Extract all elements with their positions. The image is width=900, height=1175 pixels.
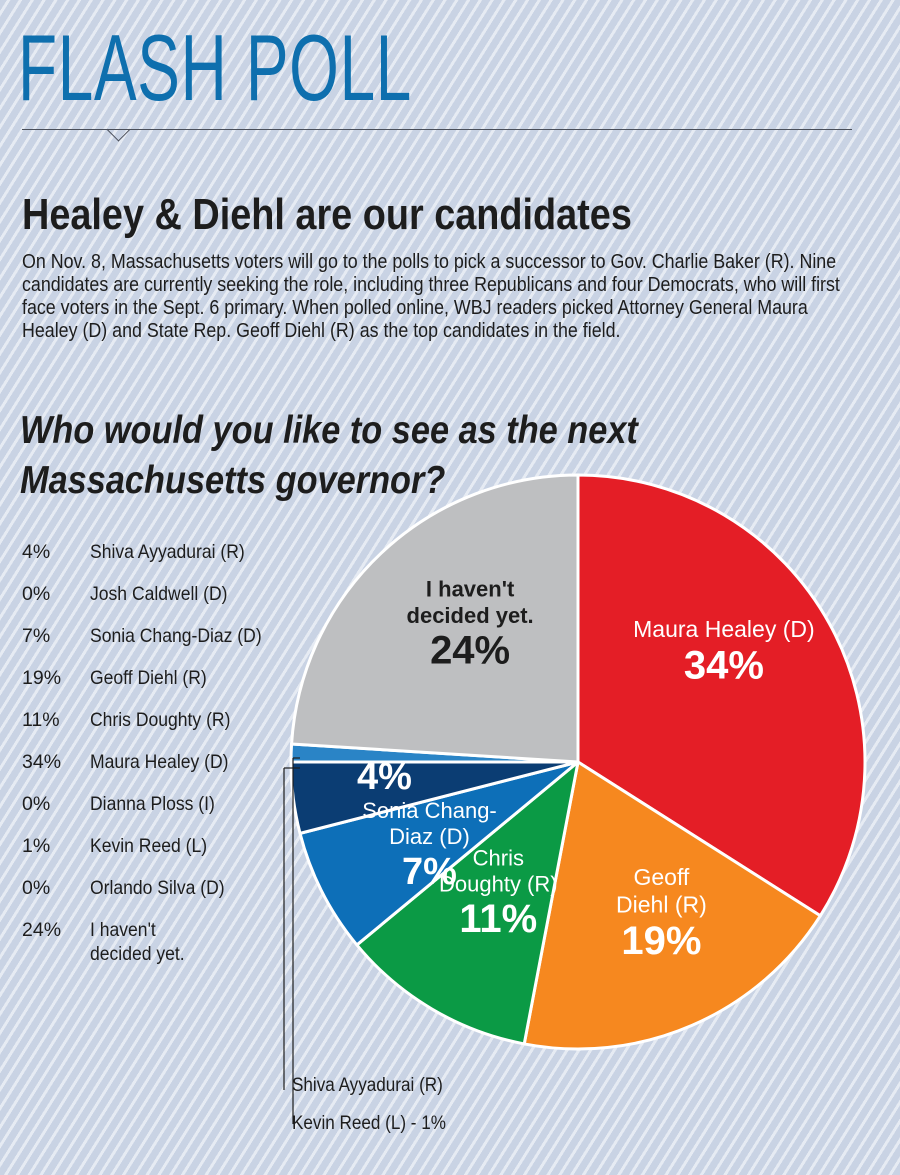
list-item-pct: 0%: [22, 583, 51, 605]
pie-slice-chris-doughty-r: [355, 760, 580, 1046]
intro-paragraph: On Nov. 8, Massachusetts voters will go …: [22, 250, 840, 342]
slice-label-i-haven-t-decided-yet-line-1: I haven't: [426, 577, 515, 602]
pie-slice-maura-healey-d: [576, 473, 867, 918]
slice-label-geoff-diehl-r-line-1: Geoff: [633, 864, 689, 890]
slice-label-i-haven-t-decided-yet-line-2: decided yet.: [407, 603, 534, 628]
list-item-name: Shiva Ayyadurai (R): [90, 541, 245, 563]
pie-slices: [289, 473, 867, 1051]
masthead-title: FLASH POLL: [18, 15, 413, 120]
slice-label-chris-doughty-r-line-2: Doughty (R): [439, 872, 558, 897]
slice-label-sonia-chang-diaz-d-line-1: Sonia Chang-: [362, 798, 497, 823]
pie-callouts: [283, 757, 300, 1124]
list-item-pct: 19%: [22, 667, 62, 689]
pie-slice-geoff-diehl-r: [522, 760, 822, 1051]
list-item-name: Orlando Silva (D): [90, 877, 225, 899]
list-item-name: Kevin Reed (L): [90, 835, 208, 857]
slice-value-chris-doughty-r: 11%: [459, 897, 537, 941]
slice-value-sonia-chang-diaz-d: 7%: [402, 851, 457, 893]
list-item-pct: 24%: [22, 919, 62, 941]
slice-value-maura-healey-d: 34%: [684, 643, 764, 687]
list-item-pct: 7%: [22, 625, 51, 647]
slice-label-maura-healey-d-line-1: Maura Healey (D): [633, 616, 815, 642]
list-item-pct: 4%: [22, 541, 51, 563]
list-item-pct: 1%: [22, 835, 51, 857]
list-item-name: Josh Caldwell (D): [90, 583, 228, 605]
list-item-name: I haven't decided yet.: [90, 919, 185, 965]
list-item-pct: 0%: [22, 793, 51, 815]
list-item-pct: 34%: [22, 751, 62, 773]
callout-reed-label: Kevin Reed (L) - 1%: [292, 1113, 446, 1134]
masthead-rule: [22, 129, 852, 130]
slice-label-sonia-chang-diaz-d-line-2: Diaz (D): [389, 824, 470, 849]
slice-label-chris-doughty-r-line-1: Chris: [473, 845, 524, 870]
slice-value-i-haven-t-decided-yet: 24%: [430, 628, 510, 672]
headline: Healey & Diehl are our candidates: [22, 190, 632, 239]
slice-value-shiva-ayyadurai-r: 4%: [357, 756, 412, 798]
pie-slice-i-haven-t-decided-yet: [290, 473, 580, 764]
callout-ayyadurai-label: Shiva Ayyadurai (R): [292, 1075, 443, 1096]
slice-value-geoff-diehl-r: 19%: [621, 919, 701, 963]
list-item-name: Geoff Diehl (R): [90, 667, 207, 689]
slice-label-geoff-diehl-r-line-2: Diehl (R): [616, 892, 707, 918]
chart-question: Who would you like to see as the next Ma…: [20, 409, 638, 502]
list-item-name: Sonia Chang-Diaz (D): [90, 625, 262, 647]
pie-slice-sonia-chang-diaz-d: [298, 760, 580, 947]
list-item-name: Dianna Ploss (I): [90, 793, 215, 815]
list-item-name: Maura Healey (D): [90, 751, 229, 773]
list-item-pct: 11%: [22, 709, 60, 731]
list-item-name: Chris Doughty (R): [90, 709, 231, 731]
list-item-pct: 0%: [22, 877, 51, 899]
